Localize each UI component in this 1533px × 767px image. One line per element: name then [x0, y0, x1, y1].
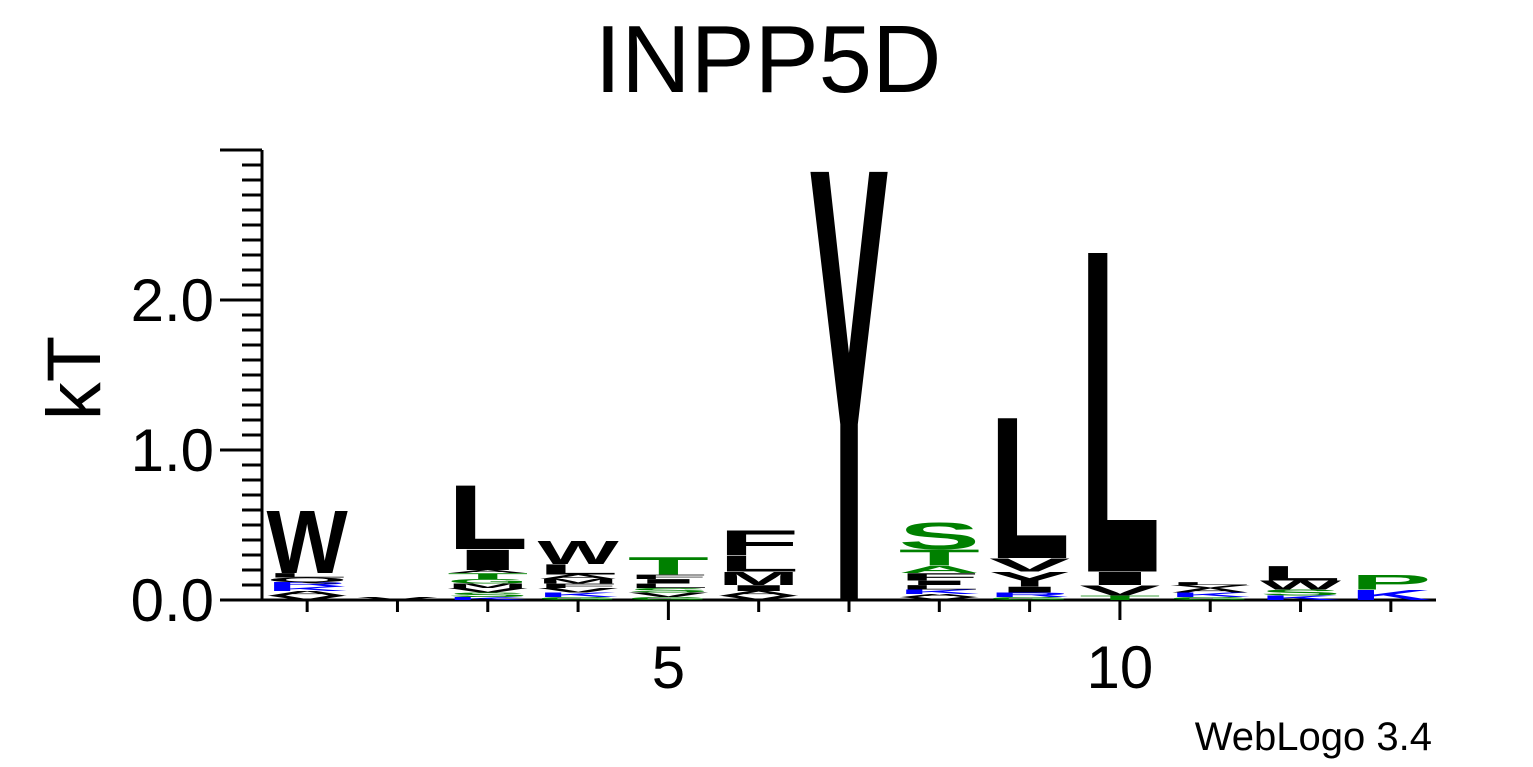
logo-letter: R — [267, 581, 348, 588]
chart-title: INPP5D — [595, 6, 942, 113]
stack-position-7: Y — [808, 37, 889, 732]
logo-letter: V — [537, 587, 619, 594]
weblogo-credit: WebLogo 3.4 — [1195, 715, 1432, 759]
y-tick-label: 1.0 — [131, 417, 214, 484]
x-tick-label: 5 — [652, 634, 685, 701]
stack-position-2: V — [357, 596, 439, 601]
logo-letter: I — [1079, 568, 1160, 589]
logo-letter: T — [899, 545, 980, 571]
logo-letter: V — [267, 594, 349, 601]
logo-letter: S — [447, 591, 528, 598]
logo-letter: L — [1260, 561, 1341, 585]
y-axis-label: kT — [32, 336, 117, 420]
logo-letter: T — [1079, 594, 1160, 601]
logo-letter: V — [1170, 584, 1252, 589]
logo-letter: V — [357, 596, 439, 601]
logo-letter: V — [628, 591, 710, 598]
logo-letter: M — [537, 578, 618, 585]
logo-letter: G — [537, 596, 618, 601]
logo-letter: K — [447, 596, 528, 601]
logo-letter: V — [1079, 582, 1160, 598]
logo-letter: M — [718, 568, 799, 589]
logo-letter: V — [447, 587, 529, 594]
logo-letter: W — [537, 534, 619, 571]
logo-letter: K — [1260, 594, 1341, 601]
y-tick-label: 0.0 — [131, 567, 214, 634]
logo-letter: V — [718, 594, 800, 601]
logo-letter: G — [989, 596, 1070, 601]
y-tick-label: 2.0 — [131, 267, 214, 334]
logo-letter: F — [899, 571, 980, 583]
logo-letter: I — [989, 585, 1070, 594]
logo-letter: T — [628, 552, 709, 580]
logo-letter: G — [628, 596, 709, 601]
logo-letter: G — [447, 578, 528, 585]
logo-letter: K — [267, 585, 348, 592]
logo-letter: L — [989, 375, 1070, 602]
logo-letter: F — [537, 582, 618, 589]
stack-position-13: KP — [1350, 570, 1431, 603]
logo-letter: F — [628, 573, 709, 580]
x-axis: 5 10 — [262, 598, 1436, 701]
logo-letter: L — [537, 561, 618, 577]
logo-letter: S — [1260, 588, 1341, 597]
logo-letter: A — [718, 590, 799, 597]
logo-letter: S — [628, 587, 709, 594]
logo-letter: M — [447, 582, 528, 589]
logo-letter: I — [718, 583, 799, 592]
logo-letter: Y — [808, 37, 889, 732]
logo-letter: A — [899, 564, 980, 576]
logo-letter: L — [1170, 581, 1251, 586]
logo-letter: K — [1170, 591, 1251, 598]
y-axis: 0.0 1.0 2.0 — [131, 148, 264, 634]
logo-letter: P — [1350, 570, 1431, 594]
logo-letter: K — [899, 588, 980, 595]
logo-letter: L — [447, 466, 528, 569]
logo-letter: L — [267, 572, 348, 579]
logo-letter: A — [267, 590, 348, 597]
logo-letter: T — [447, 571, 528, 580]
logo-letter: L — [1079, 152, 1160, 671]
logo-letter: I — [899, 579, 980, 586]
logo-letter: L — [899, 584, 980, 591]
logo-letter: W — [267, 492, 348, 593]
logo-letter: A — [899, 593, 980, 598]
logo-letter: V — [989, 555, 1070, 576]
logo-letter: I — [447, 543, 528, 576]
logo-letter: L — [718, 551, 799, 577]
logo-letter: K — [1350, 587, 1431, 603]
logo-letter: L — [628, 582, 709, 589]
logo-letter: G — [1170, 596, 1251, 601]
logo-letter: A — [537, 573, 618, 580]
logo-letter: I — [628, 578, 709, 585]
logo-letter: W — [1260, 578, 1341, 592]
logo-letter: F — [718, 523, 799, 563]
logo-letter: Y — [989, 567, 1070, 591]
logo-letter: Q — [267, 576, 348, 583]
logo-letter: K — [537, 591, 618, 598]
x-tick-label: 10 — [1087, 634, 1154, 701]
logo-letter: A — [1170, 587, 1251, 594]
logo-letter: S — [899, 515, 980, 557]
logo-letter: V — [899, 596, 981, 601]
logo-letter: A — [447, 569, 528, 574]
logo-letter: R — [989, 591, 1070, 598]
